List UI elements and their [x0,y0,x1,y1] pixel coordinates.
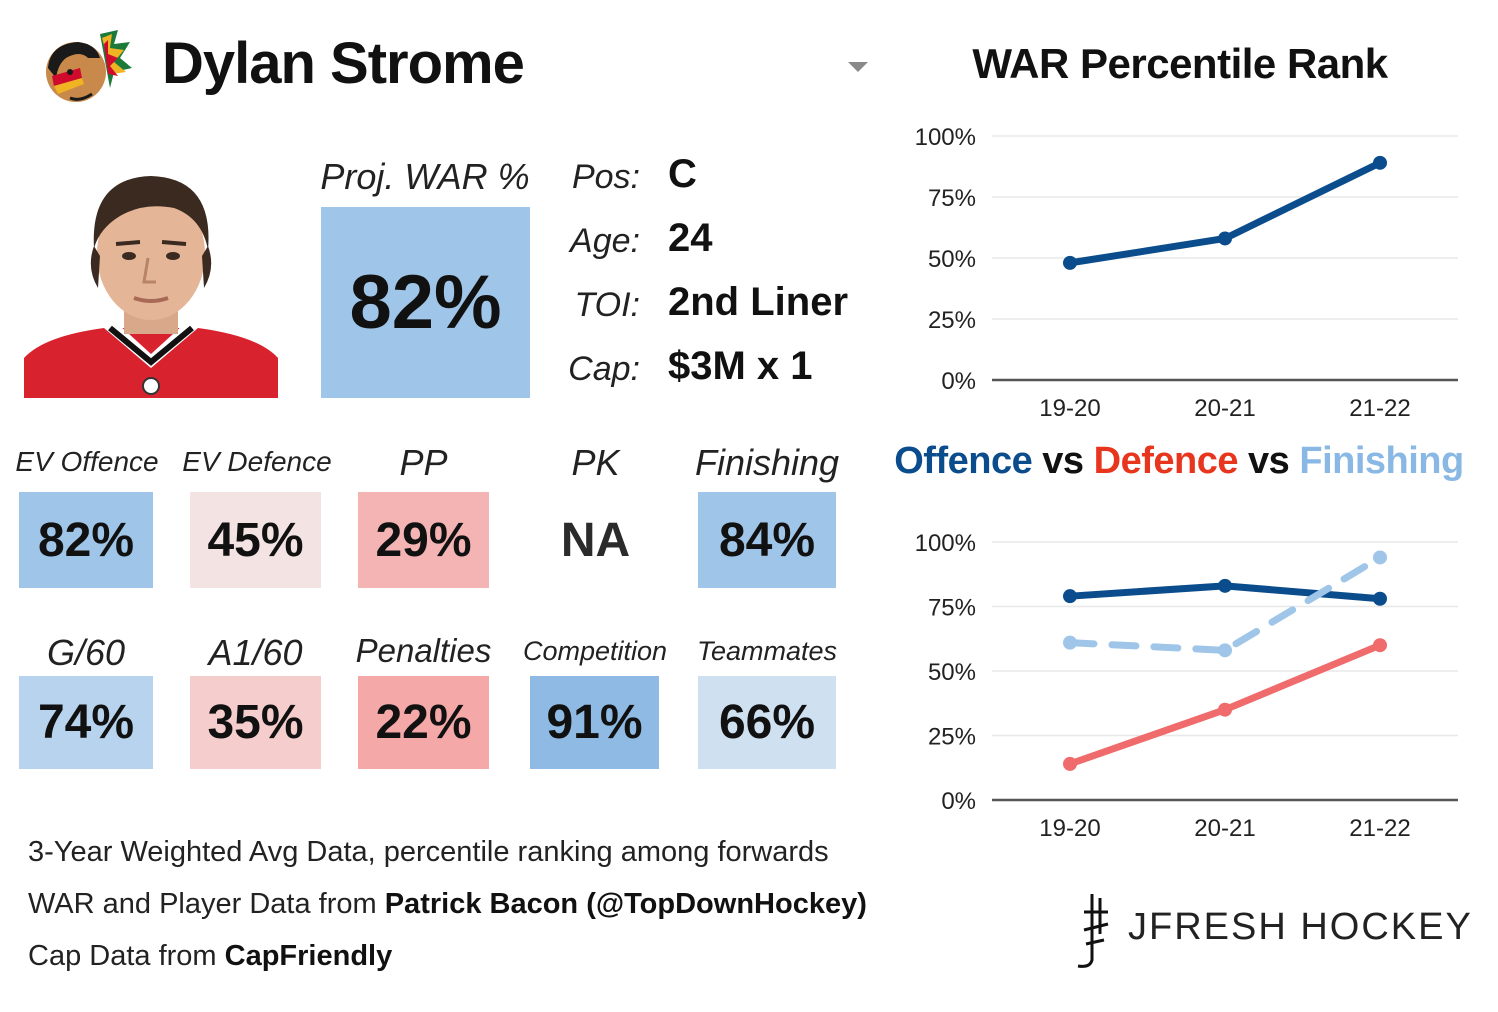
series-point [1373,155,1387,170]
series-point [1218,643,1232,658]
proj-war-value: 82% [349,260,502,345]
series-point [1063,255,1077,270]
ovd-title-vs-1: vs [1032,440,1094,482]
tile-ev-defence: 45% [190,492,321,588]
tile-label-finishing: Finishing [694,442,840,483]
tile-a160: 35% [190,676,321,769]
footer-cap-source-name: CapFriendly [224,940,393,972]
y-tick-label: 100% [915,124,976,151]
info-value-age: 24 [668,216,713,260]
tile-pp: 29% [358,492,489,588]
tile-value-g60: 74% [37,696,135,749]
tile-label-pk: PK [571,442,620,483]
tile-competition: 91% [530,676,659,769]
proj-war-label: Proj. WAR % [320,156,530,197]
tile-value-pk: NA [560,513,631,567]
tile-label-ev-defence: EV Defence [182,446,332,477]
y-tick-label: 0% [941,788,976,815]
player-name: Dylan Strome [162,31,525,96]
series-point [1218,231,1232,246]
series-point [1063,635,1077,650]
offence-defence-finishing-chart: 0% 25% 50% 75% 100% 19-20 20-21 21-22 [915,530,1458,842]
y-tick-label: 75% [928,595,976,622]
tile-value-ev-defence: 45% [207,513,304,567]
info-label-pos: Pos: [571,158,640,196]
tile-label-teammates: Teammates [696,636,838,666]
tile-value-a160: 35% [207,696,304,749]
footer-war-source: WAR and Player Data from Patrick Bacon (… [28,888,867,921]
footer-war-source-prefix: WAR and Player Data from [28,888,385,920]
tile-value-finishing: 84% [718,513,816,567]
series-point [1218,702,1232,717]
series-point [1063,589,1077,604]
war-percentile-chart: 0% 25% 50% 75% 100% 19-20 20-21 21-22 [915,124,1458,422]
ovd-title-offence: Offence [894,440,1033,482]
tile-value-pp: 29% [375,513,472,567]
x-tick-label: 20-21 [1194,815,1255,842]
tile-value-teammates: 66% [718,696,816,749]
y-tick-label: 25% [928,307,976,334]
tile-ev-offence: 82% [19,492,153,588]
series-line [1066,553,1384,654]
tile-teammates: 66% [698,676,836,769]
series-point [1373,550,1387,565]
info-label-age: Age: [570,222,640,260]
team-logo [40,28,136,108]
proj-war-box: 82% [321,207,530,398]
player-photo [24,158,278,398]
footer-note: 3-Year Weighted Avg Data, percentile ran… [28,836,829,868]
x-tick-label: 19-20 [1039,395,1100,422]
tile-label-penalties: Penalties [355,632,492,669]
tile-g60: 74% [19,676,153,769]
y-tick-label: 0% [941,368,976,395]
tile-label-a160: A1/60 [208,632,303,673]
brand-logo-icon [1077,894,1109,968]
info-value-pos: C [668,152,697,196]
info-label-toi: TOI: [574,286,641,324]
tile-value-ev-offence: 82% [37,513,135,567]
ovd-chart-title: Offence vs Defence vs Finishing [892,440,1466,483]
tile-finishing: 84% [698,492,836,588]
series-point [1218,578,1232,593]
footer-cap-source-prefix: Cap Data from [28,940,225,972]
x-tick-label: 21-22 [1349,395,1410,422]
chevron-down-icon[interactable] [848,62,868,72]
tile-label-ev-offence: EV Offence [15,446,159,477]
series-line [1066,159,1384,267]
x-tick-label: 20-21 [1194,395,1255,422]
x-tick-label: 21-22 [1349,815,1410,842]
tile-label-pp: PP [399,442,448,483]
series-point [1373,638,1387,653]
footer-cap-source: Cap Data from CapFriendly [28,940,392,973]
war-chart-title: WAR Percentile Rank [972,40,1388,87]
tile-label-competition: Competition [522,636,668,666]
info-value-toi: 2nd Liner [668,280,849,324]
footer-war-source-name: Patrick Bacon (@TopDownHockey) [384,888,867,920]
ovd-title-defence: Defence [1093,440,1239,482]
y-tick-label: 50% [928,246,976,273]
tile-penalties: 22% [358,676,489,769]
info-value-cap: $3M x 1 [668,344,813,388]
brand-name: JFRESH HOCKEY [1128,906,1473,948]
ovd-title-finishing: Finishing [1299,440,1464,482]
info-label-cap: Cap: [568,350,640,388]
series-point [1373,591,1387,606]
y-tick-label: 100% [915,530,976,557]
y-tick-label: 50% [928,659,976,686]
brand: JFRESH HOCKEY [1070,890,1473,970]
ovd-title-vs-2: vs [1237,440,1300,482]
tile-pk: NA [530,492,661,588]
y-tick-label: 25% [928,724,976,751]
tile-label-g60: G/60 [46,632,126,673]
tile-value-competition: 91% [546,696,643,749]
y-tick-label: 75% [928,185,976,212]
series-point [1063,756,1077,771]
x-tick-label: 19-20 [1039,815,1100,842]
tile-value-penalties: 22% [375,696,472,749]
